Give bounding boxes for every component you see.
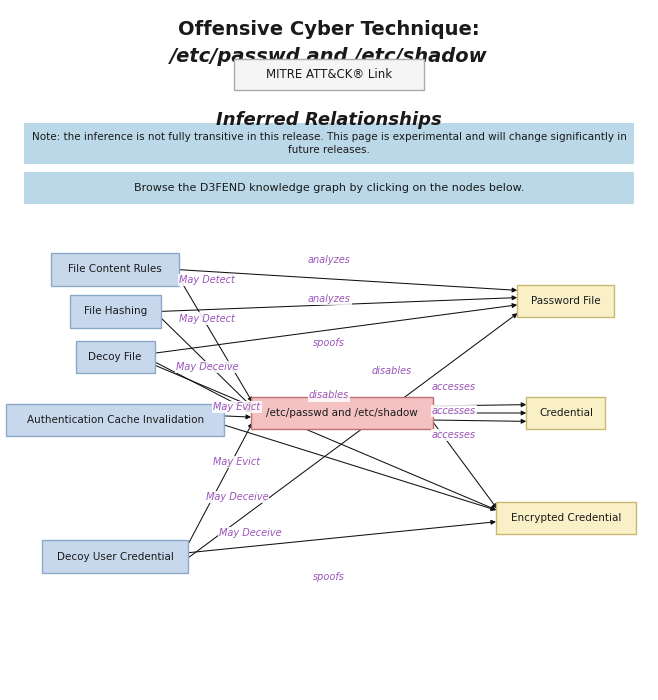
Text: spoofs: spoofs [313,573,345,582]
Text: Decoy File: Decoy File [88,352,142,362]
Text: spoofs: spoofs [313,338,345,348]
Text: File Content Rules: File Content Rules [68,265,162,274]
Text: accesses: accesses [432,406,476,416]
Text: May Detect: May Detect [180,314,235,323]
FancyBboxPatch shape [234,59,424,90]
FancyBboxPatch shape [24,172,634,204]
FancyBboxPatch shape [526,397,605,429]
FancyBboxPatch shape [517,285,615,317]
Text: May Evict: May Evict [213,457,261,467]
Text: Browse the D3FEND knowledge graph by clicking on the nodes below.: Browse the D3FEND knowledge graph by cli… [134,183,524,193]
FancyBboxPatch shape [76,341,155,373]
Text: MITRE ATT&CK® Link: MITRE ATT&CK® Link [266,68,392,80]
Text: May Deceive: May Deceive [176,362,239,372]
Text: disables: disables [371,366,412,376]
Text: Credential: Credential [539,408,593,418]
Text: Password File: Password File [531,296,601,306]
Text: Encrypted Credential: Encrypted Credential [511,513,621,523]
Text: May Deceive: May Deceive [205,492,268,502]
Text: /etc/passwd and /etc/shadow: /etc/passwd and /etc/shadow [170,46,488,66]
Text: accesses: accesses [432,430,476,440]
Text: /etc/passwd and /etc/shadow: /etc/passwd and /etc/shadow [266,408,418,418]
Text: accesses: accesses [432,382,476,392]
Text: May Detect: May Detect [180,275,235,285]
Text: Decoy User Credential: Decoy User Credential [57,552,174,561]
Text: analyzes: analyzes [307,294,351,304]
Text: Offensive Cyber Technique:: Offensive Cyber Technique: [178,20,480,39]
Text: May Deceive: May Deceive [218,528,282,538]
FancyBboxPatch shape [24,123,634,164]
FancyBboxPatch shape [51,253,179,286]
FancyBboxPatch shape [251,397,433,429]
FancyBboxPatch shape [496,502,636,534]
Text: May Evict: May Evict [213,402,261,412]
Text: Inferred Relationships: Inferred Relationships [216,111,442,130]
FancyBboxPatch shape [70,295,161,328]
Text: Authentication Cache Invalidation: Authentication Cache Invalidation [26,415,204,425]
Text: Note: the inference is not fully transitive in this release. This page is experi: Note: the inference is not fully transit… [32,132,626,155]
Text: disables: disables [309,391,349,400]
Text: File Hashing: File Hashing [84,307,147,316]
FancyBboxPatch shape [6,404,224,436]
FancyBboxPatch shape [42,540,188,573]
Text: analyzes: analyzes [307,255,351,265]
